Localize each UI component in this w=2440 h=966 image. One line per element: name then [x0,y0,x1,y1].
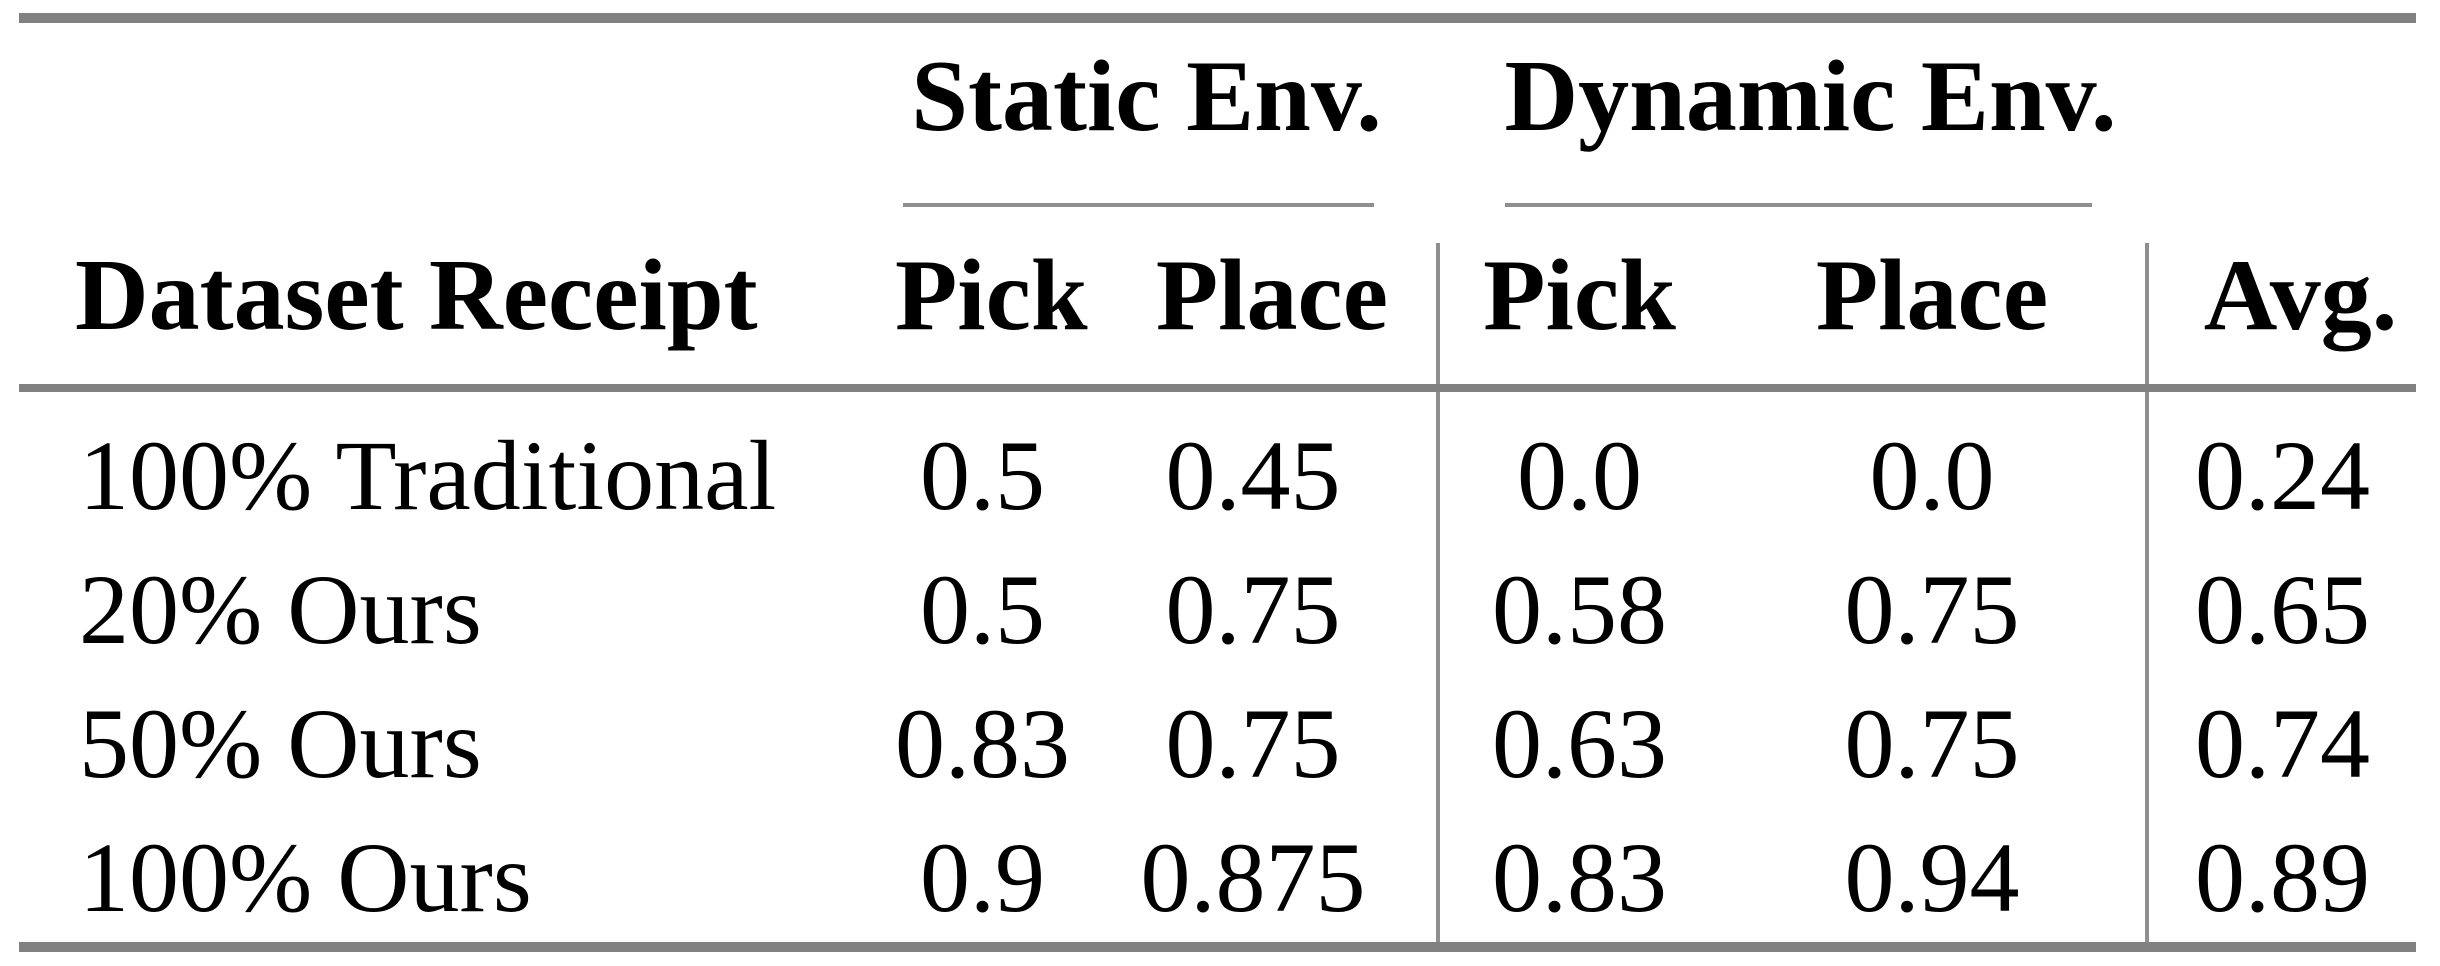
cell-static-pick: 0.5 [920,420,1045,531]
row-label: 100% Ours [79,822,532,933]
row-label: 20% Ours [79,554,482,665]
group-header-dynamic-env: Dynamic Env. [1504,40,2117,153]
row-label: 100% Traditional [79,420,777,531]
col-header-avg: Avg. [2145,243,2417,388]
cell-dynamic-pick: 0.58 [1436,526,1719,660]
group-header-static-env: Static Env. [911,40,1382,153]
group-header-spacer [2147,25,2416,243]
cell-static-place: 0.75 [1165,688,1341,799]
cell-static-pick: 0.5 [920,554,1045,665]
group-header-spacer [19,25,895,243]
cell-dynamic-place: 0.94 [1844,822,2020,933]
col-header-dynamic-place: Place [1815,239,2049,352]
cell-static-place: 0.75 [1165,554,1341,665]
cell-static-pick: 0.9 [920,822,1045,933]
cell-dynamic-place: 0.75 [1844,554,2020,665]
cell-dynamic-place: 0.75 [1844,688,2020,799]
cell-avg: 0.65 [2145,526,2417,660]
table-row: 100% Traditional 0.5 0.45 0.0 0.0 0.24 [19,388,2417,531]
top-rule [19,13,2416,23]
group-header-row: Static Env. Dynamic Env. [19,25,2416,243]
bottom-rule [19,942,2416,952]
results-table: Static Env. Dynamic Env. Dataset Receipt… [19,25,2417,950]
table-row: 100% Ours 0.9 0.875 0.83 0.94 0.89 [19,794,2417,950]
cell-dynamic-pick: 0.0 [1436,388,1719,526]
dynamic-env-underline-rule [1505,203,2092,207]
cell-dynamic-place: 0.0 [1869,420,1995,531]
cell-avg: 0.74 [2145,660,2417,794]
column-header-row: Dataset Receipt Pick Place Pick Place Av… [19,239,2417,388]
static-env-underline-rule [903,203,1374,207]
cell-avg: 0.89 [2145,794,2417,950]
table-row: 50% Ours 0.83 0.75 0.63 0.75 0.74 [19,660,2417,799]
col-header-static-pick: Pick [895,239,1088,352]
row-label: 50% Ours [79,688,482,799]
cell-static-place: 0.875 [1140,822,1366,933]
col-header-dynamic-pick: Pick [1436,243,1719,388]
cell-dynamic-pick: 0.63 [1436,660,1719,794]
table-row: 20% Ours 0.5 0.75 0.58 0.75 0.65 [19,526,2417,665]
cell-static-pick: 0.83 [895,688,1070,799]
cell-avg: 0.24 [2145,388,2417,526]
col-header-static-place: Place [1155,239,1389,352]
cell-static-place: 0.45 [1165,420,1341,531]
col-header-dataset-receipt: Dataset Receipt [75,239,758,352]
cell-dynamic-pick: 0.83 [1436,794,1719,950]
